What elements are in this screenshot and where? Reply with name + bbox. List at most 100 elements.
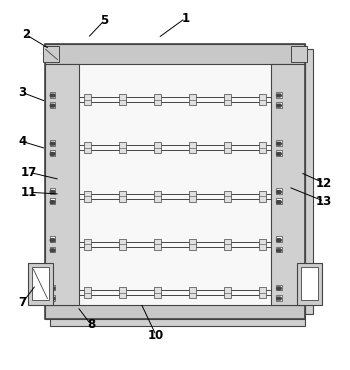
Circle shape xyxy=(279,142,281,145)
Circle shape xyxy=(279,249,281,252)
Circle shape xyxy=(279,104,281,107)
Circle shape xyxy=(276,191,279,194)
Bar xyxy=(276,295,282,300)
Bar xyxy=(50,92,55,98)
Bar xyxy=(50,295,55,300)
Bar xyxy=(276,92,282,98)
Text: 13: 13 xyxy=(316,195,332,208)
Bar xyxy=(290,47,307,62)
Bar xyxy=(50,246,55,252)
Circle shape xyxy=(50,94,53,97)
Bar xyxy=(276,198,282,204)
Circle shape xyxy=(50,152,53,155)
Circle shape xyxy=(279,287,281,290)
Bar xyxy=(45,305,305,319)
Circle shape xyxy=(52,104,55,107)
Text: 4: 4 xyxy=(18,135,27,148)
Circle shape xyxy=(276,152,279,155)
Text: 5: 5 xyxy=(100,14,109,27)
Text: 12: 12 xyxy=(316,177,332,190)
Bar xyxy=(119,142,126,153)
Bar xyxy=(224,142,231,153)
Bar xyxy=(84,239,91,250)
Bar xyxy=(50,236,55,242)
Circle shape xyxy=(50,191,53,194)
Bar xyxy=(50,102,55,108)
Bar xyxy=(154,94,161,105)
Bar xyxy=(297,263,322,305)
Bar xyxy=(154,287,161,298)
Text: 8: 8 xyxy=(87,318,95,331)
Bar xyxy=(276,236,282,242)
Circle shape xyxy=(52,239,55,242)
Bar xyxy=(45,44,305,319)
Bar xyxy=(276,102,282,108)
Text: 11: 11 xyxy=(21,186,37,199)
Bar xyxy=(45,64,79,305)
Bar xyxy=(79,64,271,305)
Circle shape xyxy=(50,201,53,204)
Bar xyxy=(189,191,196,202)
Text: 10: 10 xyxy=(148,329,164,342)
Circle shape xyxy=(52,287,55,290)
Circle shape xyxy=(52,191,55,194)
Circle shape xyxy=(50,104,53,107)
Bar xyxy=(32,267,49,300)
Text: 1: 1 xyxy=(181,12,189,25)
Bar xyxy=(50,188,55,194)
Circle shape xyxy=(276,287,279,290)
Bar xyxy=(84,191,91,202)
Bar xyxy=(154,142,161,153)
Bar xyxy=(50,150,55,156)
Circle shape xyxy=(279,297,281,300)
Bar xyxy=(259,191,266,202)
Circle shape xyxy=(276,239,279,242)
Bar xyxy=(259,142,266,153)
Bar xyxy=(50,140,55,146)
Bar xyxy=(154,191,161,202)
Circle shape xyxy=(52,94,55,97)
Bar xyxy=(301,267,318,300)
Bar xyxy=(119,239,126,250)
Bar xyxy=(224,191,231,202)
Bar xyxy=(43,47,60,62)
Bar xyxy=(271,64,305,305)
Bar xyxy=(259,239,266,250)
Bar xyxy=(84,94,91,105)
Bar xyxy=(224,94,231,105)
Text: 7: 7 xyxy=(18,296,27,309)
Circle shape xyxy=(279,239,281,242)
Circle shape xyxy=(50,142,53,145)
Circle shape xyxy=(276,297,279,300)
Bar xyxy=(84,287,91,298)
Circle shape xyxy=(279,94,281,97)
Bar xyxy=(28,263,53,305)
Circle shape xyxy=(279,201,281,204)
Text: 2: 2 xyxy=(22,28,30,41)
Bar xyxy=(276,285,282,290)
Circle shape xyxy=(50,287,53,290)
Circle shape xyxy=(279,152,281,155)
Bar xyxy=(224,287,231,298)
Bar xyxy=(276,188,282,194)
Bar xyxy=(276,150,282,156)
Circle shape xyxy=(276,104,279,107)
Bar xyxy=(276,246,282,252)
Circle shape xyxy=(276,142,279,145)
Bar xyxy=(50,198,55,204)
Bar xyxy=(84,142,91,153)
Circle shape xyxy=(276,94,279,97)
Bar xyxy=(189,142,196,153)
Circle shape xyxy=(52,201,55,204)
Bar xyxy=(45,44,305,64)
Text: 17: 17 xyxy=(21,166,37,179)
Circle shape xyxy=(52,142,55,145)
Circle shape xyxy=(52,152,55,155)
Bar xyxy=(119,94,126,105)
Bar xyxy=(154,239,161,250)
Circle shape xyxy=(52,297,55,300)
Circle shape xyxy=(52,249,55,252)
Bar xyxy=(224,239,231,250)
Bar xyxy=(259,94,266,105)
Text: 3: 3 xyxy=(18,86,27,99)
